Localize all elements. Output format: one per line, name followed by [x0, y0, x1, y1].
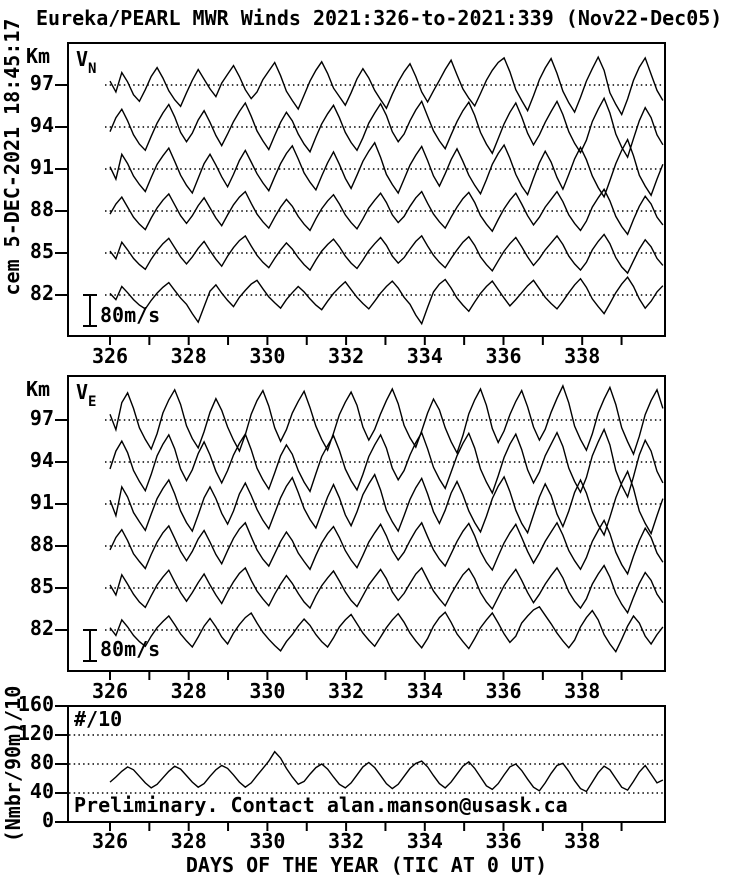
y-tick-label-85km: 85: [29, 574, 54, 598]
y-tick-label-82km: 82: [29, 616, 54, 640]
x-tick-label-328: 328: [170, 679, 207, 703]
scale-bar-label-ve: 80m/s: [100, 637, 161, 661]
x-tick-label-334: 334: [406, 829, 443, 853]
x-tick-label-330: 330: [249, 679, 286, 703]
wind-trace-wind-east-91km: [109, 469, 664, 537]
y-tick-label-82km: 82: [29, 281, 54, 305]
panel-box-wind-north: [67, 42, 666, 337]
y-tick-label-40: 40: [29, 779, 54, 803]
x-tick-label-334: 334: [406, 344, 443, 368]
y-tick-label-0: 0: [41, 808, 54, 832]
panel-label-ve: VE: [76, 380, 97, 410]
wind-trace-wind-north-97km: [109, 55, 664, 117]
x-axis-title: DAYS OF THE YEAR (TIC AT 0 UT): [185, 853, 548, 877]
y-tick-label-94km: 94: [29, 448, 54, 472]
x-tick-label-326: 326: [91, 829, 129, 853]
x-tick-label-330: 330: [249, 344, 286, 368]
y-tick-label-88km: 88: [29, 532, 54, 556]
y-tick-label-85km: 85: [29, 239, 54, 263]
x-tick-label-334: 334: [406, 679, 443, 703]
x-tick-label-336: 336: [485, 679, 522, 703]
x-tick-label-338: 338: [564, 829, 601, 853]
y-tick-label-88km: 88: [29, 197, 54, 221]
wind-trace-wind-east-88km: [109, 518, 664, 576]
y-tick-label-97km: 97: [29, 71, 54, 95]
wind-trace-wind-north-85km: [109, 233, 664, 275]
wind-trace-wind-north-82km: [109, 276, 664, 326]
y-tick-label-160: 160: [17, 692, 54, 716]
preliminary-contact-note: Preliminary. Contact alan.manson@usask.c…: [74, 793, 568, 817]
wind-trace-wind-north-94km: [109, 96, 664, 159]
x-tick-label-328: 328: [170, 829, 207, 853]
x-tick-label-328: 328: [170, 344, 207, 368]
panel-label-vn: VN: [76, 47, 97, 77]
x-tick-label-332: 332: [328, 344, 365, 368]
x-tick-label-330: 330: [249, 829, 286, 853]
page-title: Eureka/PEARL MWR Winds 2021:326-to-2021:…: [36, 6, 723, 30]
scale-bar-label-vn: 80m/s: [100, 303, 161, 327]
x-tick-label-326: 326: [91, 679, 129, 703]
x-tick-label-336: 336: [485, 344, 522, 368]
y-unit-label-ve: Km: [26, 377, 51, 401]
panel-box-wind-east: [67, 375, 666, 672]
x-tick-label-326: 326: [91, 344, 129, 368]
x-tick-label-332: 332: [328, 829, 365, 853]
panel-label-count: #/10: [74, 707, 123, 731]
y-tick-label-91km: 91: [29, 155, 54, 179]
timestamp-sidebar-text: cem 5-DEC-2021 18:45:17: [0, 18, 24, 296]
y-tick-label-120: 120: [17, 721, 54, 745]
y-unit-label-vn: Km: [26, 44, 51, 68]
wind-trace-wind-north-88km: [109, 187, 664, 236]
wind-trace-wind-east-94km: [109, 427, 664, 499]
wind-trace-wind-east-85km: [109, 564, 664, 615]
x-tick-label-332: 332: [328, 679, 365, 703]
wind-trace-wind-east-97km: [109, 384, 664, 456]
y-tick-label-94km: 94: [29, 113, 54, 137]
count-axis-title: (Nmbr/90m)/10: [1, 685, 25, 843]
y-tick-label-91km: 91: [29, 490, 54, 514]
x-tick-label-338: 338: [564, 679, 601, 703]
wind-trace-wind-north-91km: [109, 137, 664, 199]
x-tick-label-338: 338: [564, 344, 601, 368]
x-tick-label-336: 336: [485, 829, 522, 853]
y-tick-label-80: 80: [29, 750, 54, 774]
wind-trace-wind-east-82km: [109, 605, 664, 654]
count-trace: [109, 750, 664, 793]
y-tick-label-97km: 97: [29, 406, 54, 430]
